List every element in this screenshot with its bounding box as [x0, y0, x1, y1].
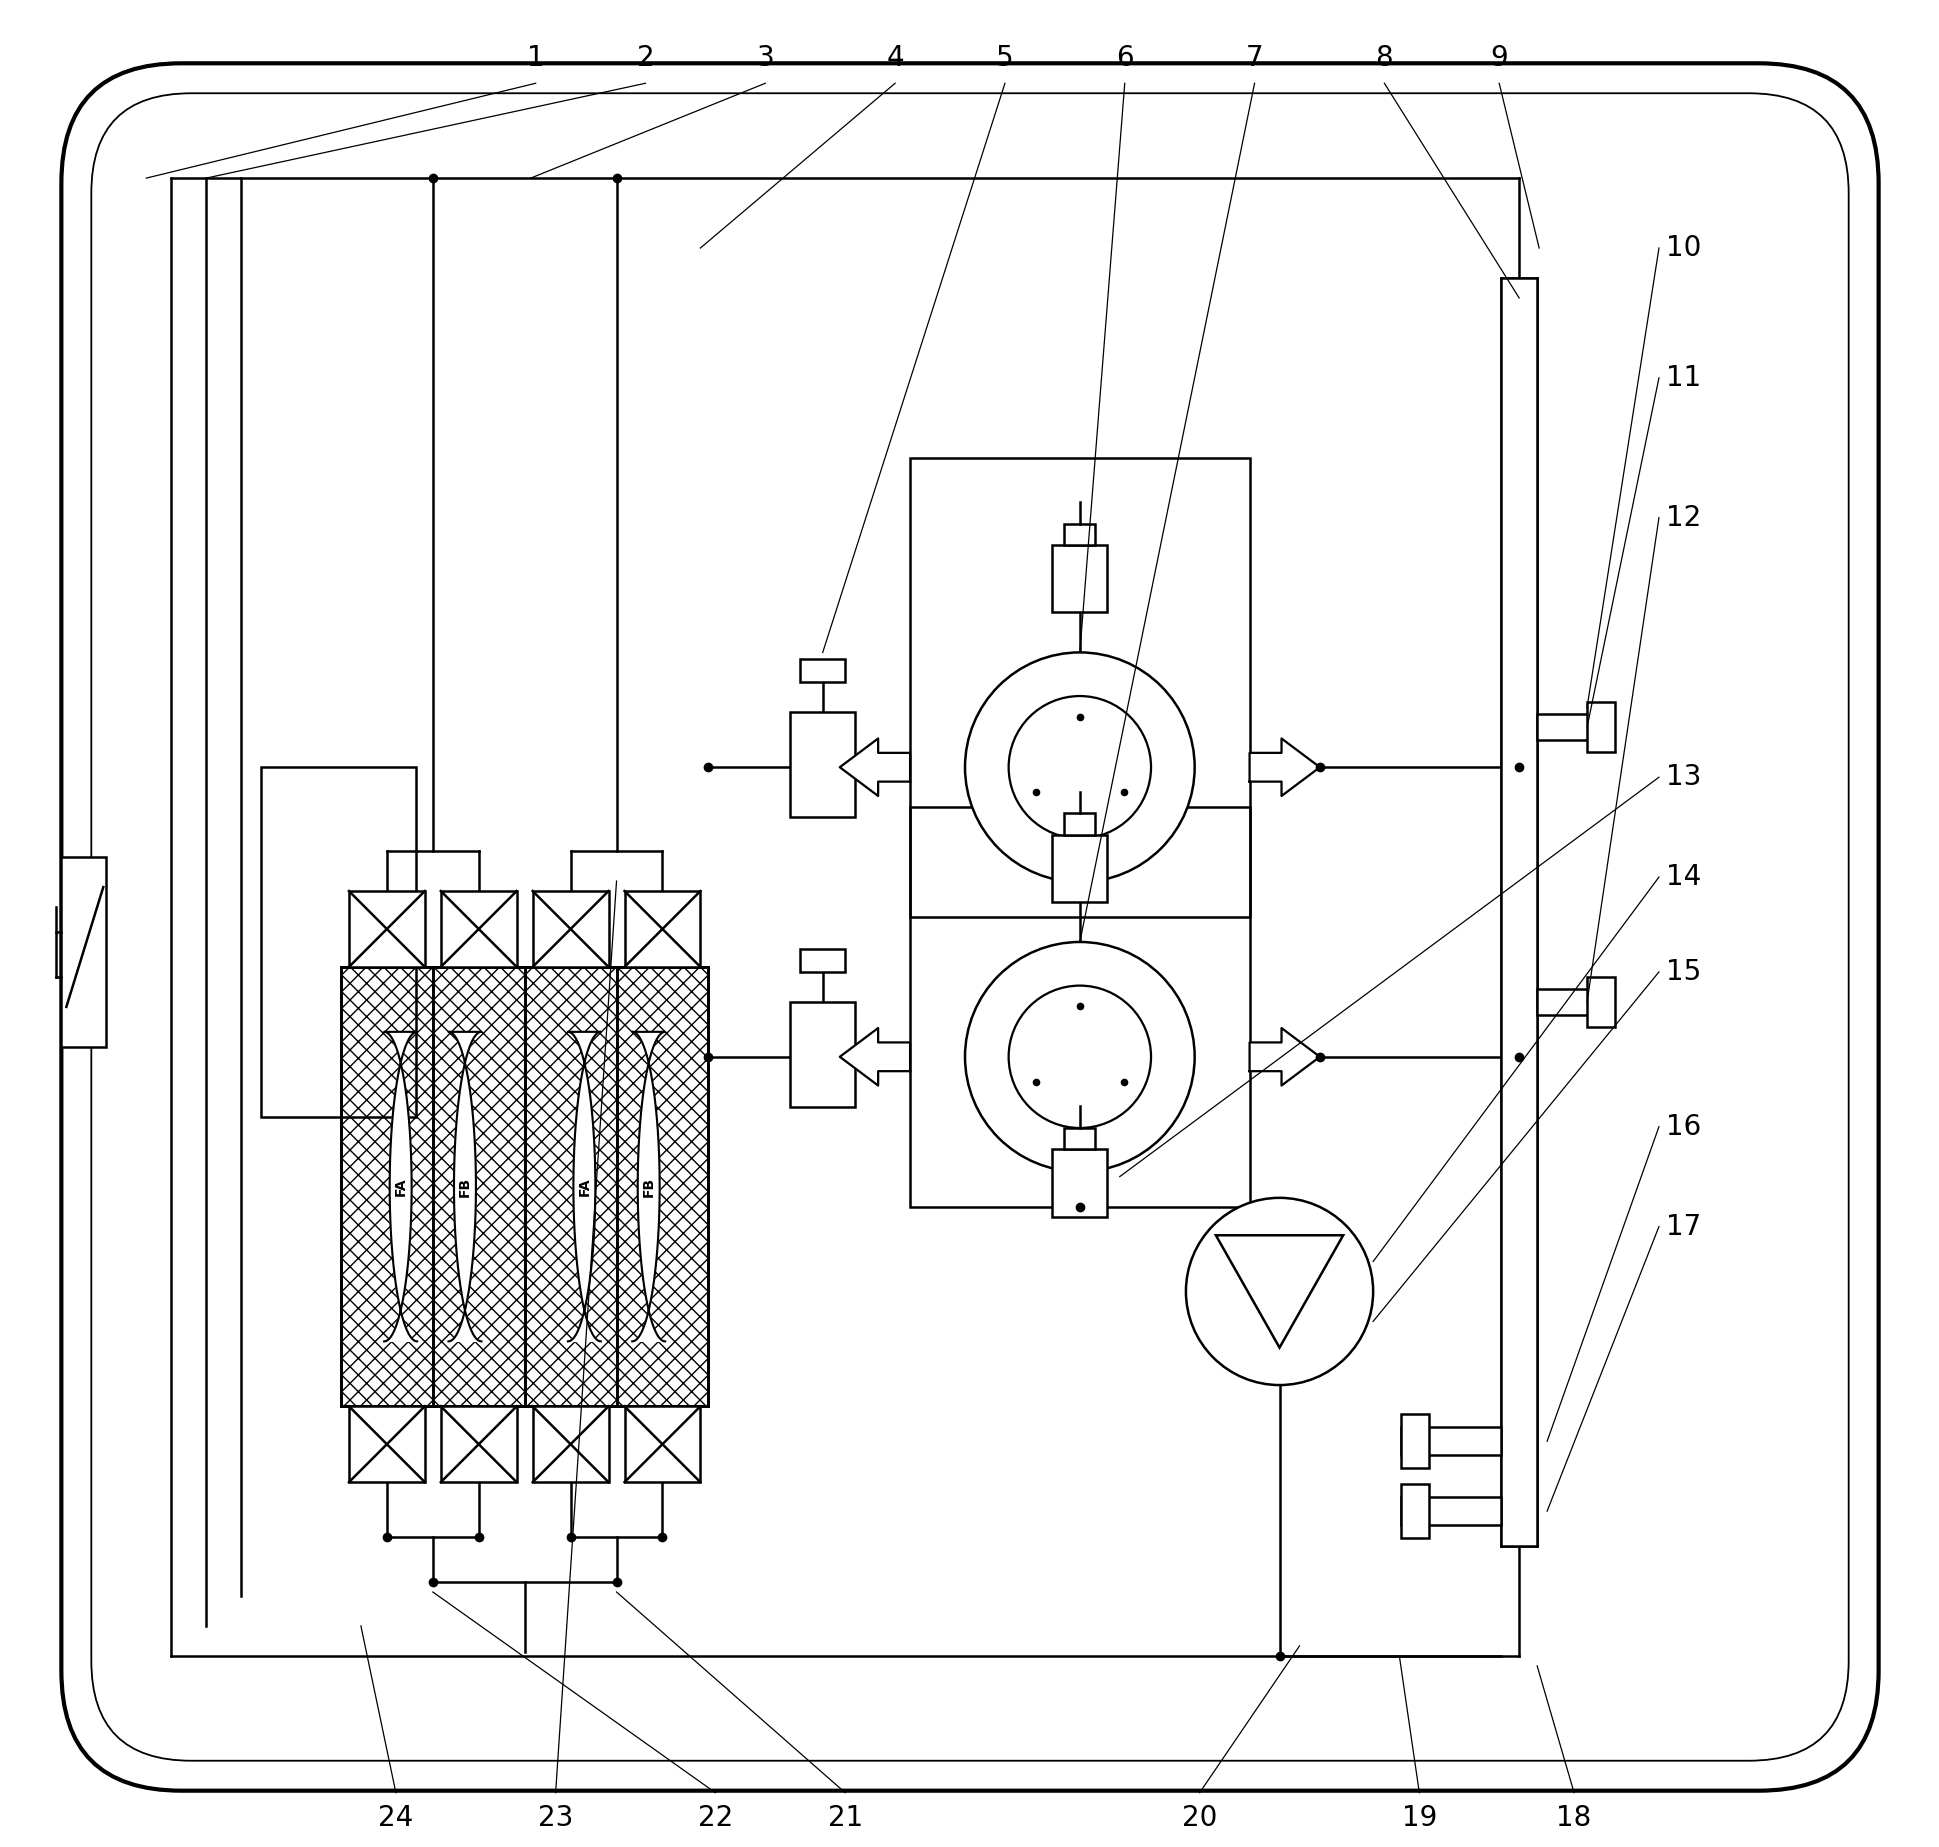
Text: 12: 12: [1666, 504, 1701, 532]
Bar: [349, 1406, 425, 1481]
Bar: [533, 1406, 609, 1481]
Circle shape: [964, 652, 1194, 883]
Text: 9: 9: [1489, 44, 1507, 72]
Bar: [341, 968, 432, 1406]
Text: 7: 7: [1245, 44, 1262, 72]
Text: 3: 3: [756, 44, 774, 72]
Text: 2: 2: [636, 44, 653, 72]
Bar: [440, 1406, 516, 1481]
Text: 22: 22: [698, 1805, 733, 1832]
Text: 24: 24: [378, 1805, 413, 1832]
Bar: [909, 807, 1249, 1206]
Polygon shape: [840, 739, 909, 796]
Polygon shape: [1216, 1236, 1342, 1348]
Polygon shape: [632, 1032, 665, 1341]
Circle shape: [964, 942, 1194, 1171]
Polygon shape: [1249, 1029, 1319, 1086]
Text: 19: 19: [1400, 1805, 1437, 1832]
Bar: [617, 968, 708, 1406]
Bar: [432, 968, 524, 1406]
Bar: [262, 767, 415, 1117]
Text: 21: 21: [828, 1805, 863, 1832]
Bar: [524, 968, 617, 1406]
Bar: [1536, 715, 1611, 741]
Bar: [440, 890, 516, 968]
Text: 15: 15: [1666, 959, 1701, 986]
Bar: [909, 458, 1249, 916]
Polygon shape: [448, 1032, 481, 1341]
Circle shape: [1185, 1199, 1373, 1385]
Text: 11: 11: [1666, 364, 1701, 392]
Text: FB: FB: [458, 1177, 471, 1197]
Bar: [62, 857, 107, 1047]
Bar: [1051, 1149, 1107, 1217]
Text: 6: 6: [1115, 44, 1132, 72]
Text: 17: 17: [1666, 1212, 1701, 1241]
Text: FA: FA: [394, 1177, 407, 1195]
Text: FB: FB: [642, 1177, 655, 1197]
Bar: [1065, 813, 1096, 835]
Bar: [349, 890, 425, 968]
Text: 1: 1: [527, 44, 545, 72]
Text: 18: 18: [1555, 1805, 1590, 1832]
Bar: [789, 713, 855, 816]
Bar: [1400, 1415, 1429, 1468]
Text: 23: 23: [537, 1805, 574, 1832]
Bar: [1501, 277, 1536, 1546]
Polygon shape: [568, 1032, 601, 1341]
Bar: [799, 659, 845, 682]
Bar: [1400, 1498, 1501, 1526]
Text: 16: 16: [1666, 1112, 1701, 1141]
Bar: [789, 1001, 855, 1106]
Bar: [1400, 1428, 1501, 1455]
Bar: [1586, 702, 1613, 752]
Bar: [624, 890, 700, 968]
Bar: [1536, 988, 1611, 1014]
Text: 10: 10: [1666, 235, 1701, 262]
Text: 20: 20: [1181, 1805, 1216, 1832]
Bar: [624, 1406, 700, 1481]
Text: 13: 13: [1666, 763, 1701, 791]
Text: 8: 8: [1375, 44, 1392, 72]
Bar: [1051, 835, 1107, 901]
Text: 14: 14: [1666, 863, 1701, 890]
Bar: [533, 890, 609, 968]
Polygon shape: [840, 1029, 909, 1086]
Bar: [1400, 1485, 1429, 1539]
Bar: [1586, 977, 1613, 1027]
Bar: [341, 968, 708, 1406]
Polygon shape: [1249, 739, 1319, 796]
Bar: [1065, 1129, 1096, 1149]
Bar: [1051, 545, 1107, 613]
Bar: [1065, 525, 1096, 545]
Text: FA: FA: [578, 1177, 591, 1195]
Circle shape: [1008, 986, 1150, 1129]
Text: 4: 4: [886, 44, 904, 72]
Text: 5: 5: [995, 44, 1014, 72]
Bar: [799, 949, 845, 972]
Polygon shape: [384, 1032, 417, 1341]
Circle shape: [1008, 696, 1150, 839]
